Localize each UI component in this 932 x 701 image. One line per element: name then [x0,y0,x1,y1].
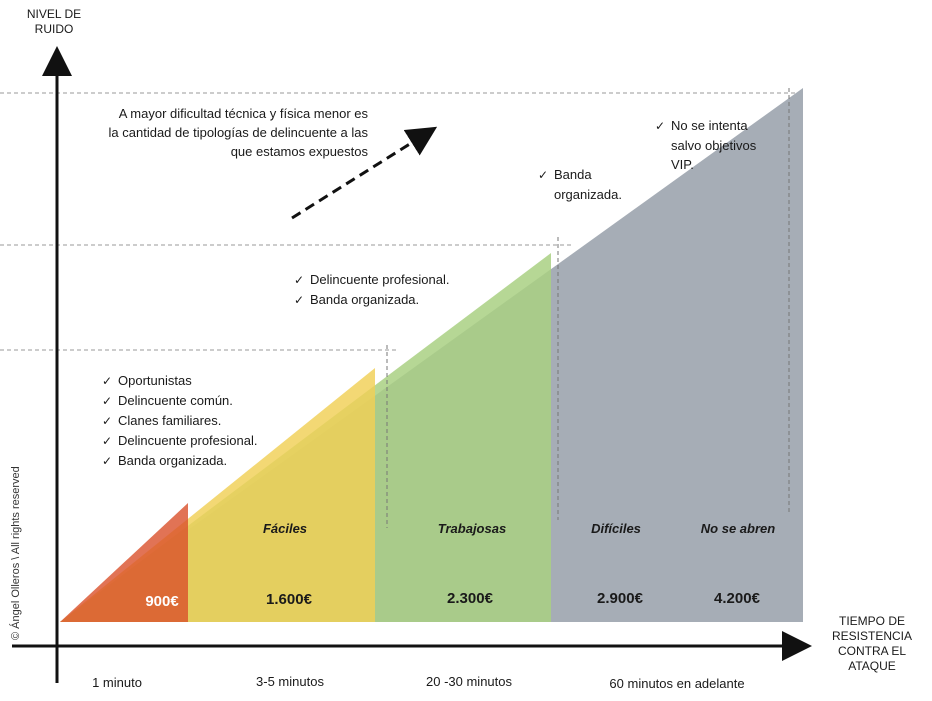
x-title-line2: RESISTENCIA [831,629,912,643]
check-icon: ✓ [102,434,113,448]
time-label: 3-5 minutos [256,674,324,689]
copyright-text: © Ángel Olleros \ All rights reserved [10,466,22,640]
y-axis-title: NIVEL DE RUIDO [14,7,94,37]
check-icon: ✓ [102,414,113,428]
price-label: 900€ [145,593,179,610]
list-item-label: Delincuente profesional. [118,433,258,448]
trend-arrow [291,126,438,220]
list-item-continued: salvo objetivos [671,138,757,153]
price-label: 2.900€ [597,590,643,607]
time-label: 60 minutos en adelante [609,676,745,691]
list-item: ✓ No se intenta [655,116,756,136]
time-label: 20 -30 minutos [426,674,512,689]
list-item-label: No se intenta [671,118,748,133]
list-item: ✓ Clanes familiares. [102,411,257,431]
note-line1: A mayor dificultad técnica y física meno… [118,106,368,121]
zone5-list: ✓ No se intenta salvo objetivos VIP. [655,116,756,174]
list-item: ✓ Delincuente profesional. [294,270,449,290]
note-line3: que estamos expuestos [230,144,368,159]
price-label: 4.200€ [714,590,760,607]
x-title-line1: TIEMPO DE [838,614,905,628]
price-label: 2.300€ [447,590,493,607]
list-item-label: Delincuente común. [118,393,233,408]
list-item-continued: organizada. [554,187,622,202]
zone3-list: ✓ Delincuente profesional. ✓ Banda organiz… [294,270,449,310]
list-item: ✓ Oportunistas [102,371,257,391]
price-label: 1.600€ [266,591,312,608]
check-icon: ✓ [102,394,113,408]
trend-note: A mayor dificultad técnica y física meno… [72,104,368,161]
list-item: ✓ Banda [538,165,622,185]
list-item-label: Oportunistas [118,373,192,388]
check-icon: ✓ [655,119,666,133]
zone1-list: ✓ Oportunistas ✓ Delincuente común. ✓ Clane… [102,371,257,471]
check-icon: ✓ [538,168,549,182]
list-item-label: Banda organizada. [118,453,228,468]
list-item-label: Banda [554,167,592,182]
zone4-list: ✓ Banda organizada. [538,165,622,204]
zone-red-shape [60,503,188,622]
category-label: Difíciles [591,521,641,536]
list-item: ✓ Delincuente común. [102,391,257,411]
y-title-line1: NIVEL DE [26,7,82,21]
x-title-line4: ATAQUE [848,659,896,673]
list-item: ✓ Banda organizada. [294,290,449,310]
check-icon: ✓ [102,374,113,388]
list-item: ✓ Delincuente profesional. [102,431,257,451]
category-label: Trabajosas [437,521,507,536]
list-item: ✓ Banda organizada. [102,451,257,471]
y-title-line2: RUIDO [34,22,74,36]
category-label: No se abren [700,521,776,536]
note-line2: la cantidad de tipologías de delincuente… [108,125,368,140]
list-item-continued: VIP. [671,157,694,172]
check-icon: ✓ [102,454,113,468]
list-item-label: Clanes familiares. [118,413,222,428]
check-icon: ✓ [294,273,305,287]
list-item-label: Delincuente profesional. [310,272,450,287]
time-label: 1 minuto [92,675,142,690]
x-title-line3: CONTRA EL [837,644,906,658]
check-icon: ✓ [294,293,305,307]
list-item-label: Banda organizada. [310,292,420,307]
x-axis-title: TIEMPO DE RESISTENCIA CONTRA EL ATAQUE [822,614,922,674]
category-label: Fáciles [262,521,308,536]
